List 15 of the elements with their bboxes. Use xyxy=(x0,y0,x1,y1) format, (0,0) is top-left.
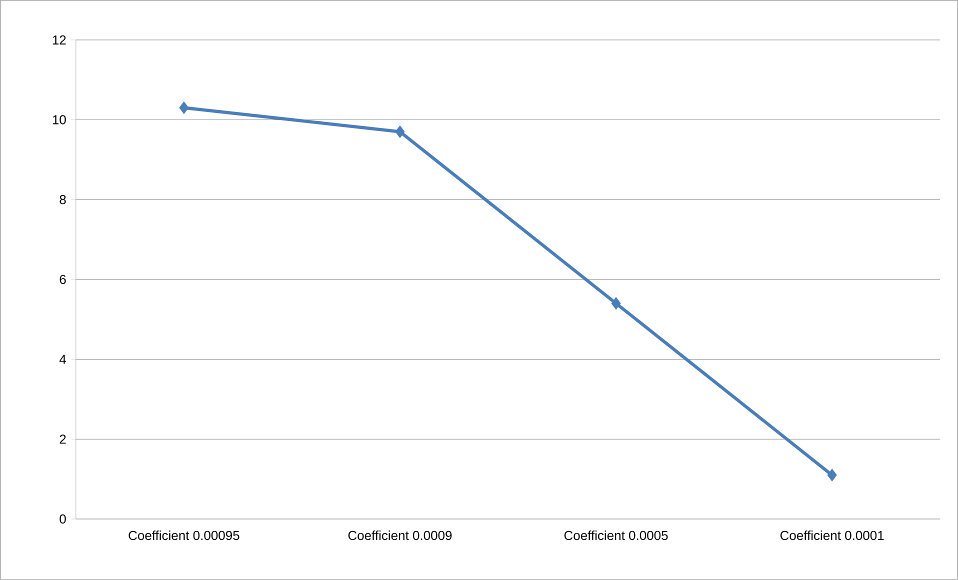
y-tick-label: 2 xyxy=(60,434,66,444)
point xyxy=(611,297,621,310)
x-tick-label: Coefficient 0.0009 xyxy=(348,530,452,540)
x-tick-label: Coefficient 0.0001 xyxy=(780,530,884,540)
y-tick-label: 0 xyxy=(60,514,66,524)
x-tick-label: Coefficient 0.00095 xyxy=(128,530,240,540)
point xyxy=(827,468,837,482)
y-tick-label: 12 xyxy=(52,35,66,44)
y-tick-label: 8 xyxy=(60,195,66,204)
y-tick-label: 4 xyxy=(59,354,66,364)
y-tick-label: 10 xyxy=(52,115,66,124)
point xyxy=(179,102,189,114)
x-tick-label: Coefficient 0.0005 xyxy=(564,530,668,540)
y-tick-label: 6 xyxy=(60,274,66,284)
point xyxy=(395,126,405,138)
